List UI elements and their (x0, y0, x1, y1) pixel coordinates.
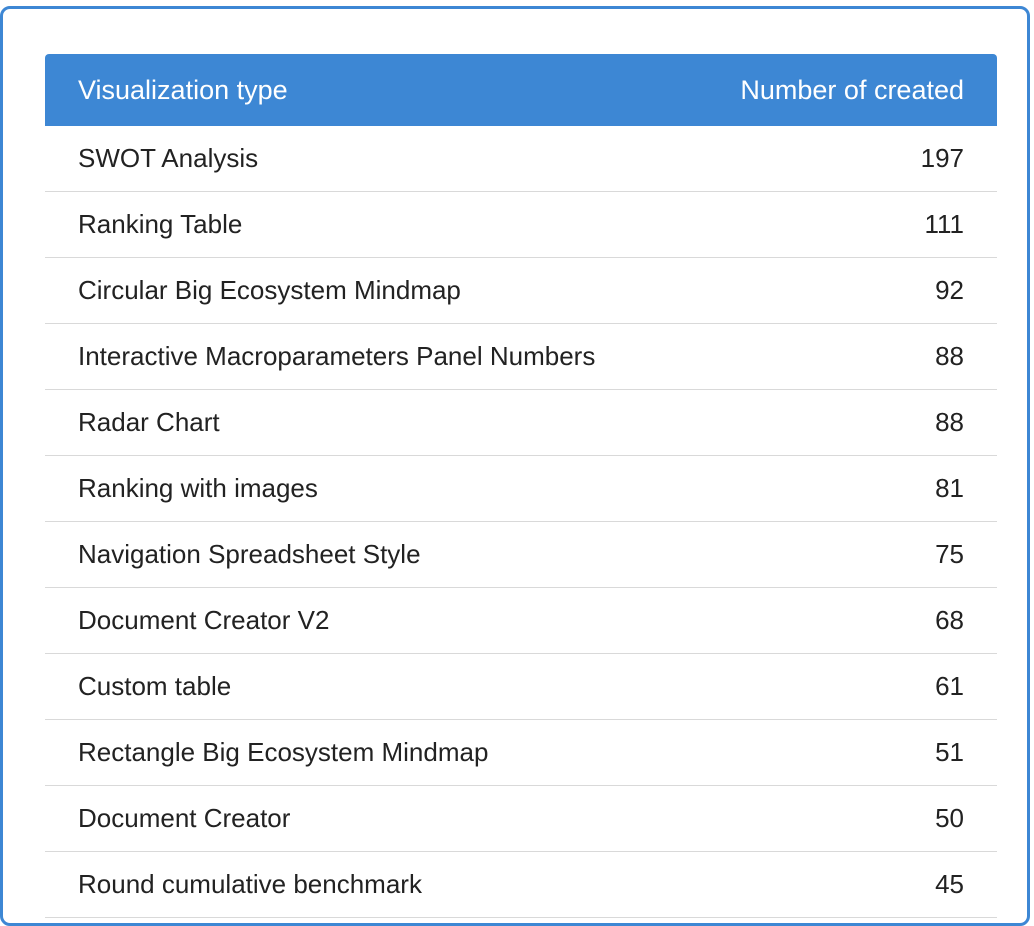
table-row: Ranking Table 111 (45, 192, 997, 258)
table-row: Document Creator 50 (45, 786, 997, 852)
table-row: Navigation Spreadsheet Style 75 (45, 522, 997, 588)
table-row: Circular Big Ecosystem Mindmap 92 (45, 258, 997, 324)
cell-visualization-type: Document Creator V2 (78, 605, 330, 635)
cell-number-of-created: 50 (935, 803, 964, 833)
visualization-count-table: Visualization type Number of created SWO… (45, 54, 997, 918)
cell-number-of-created: 75 (935, 539, 964, 569)
cell-visualization-type: Ranking Table (78, 209, 243, 239)
cell-visualization-type: Circular Big Ecosystem Mindmap (78, 275, 461, 305)
cell-visualization-type: SWOT Analysis (78, 143, 259, 173)
header-number-of-created: Number of created (740, 74, 964, 105)
cell-visualization-type: Navigation Spreadsheet Style (78, 539, 421, 569)
cell-visualization-type: Round cumulative benchmark (78, 869, 422, 899)
visualizations-panel: Visualization type Number of created SWO… (0, 6, 1030, 926)
cell-number-of-created: 68 (935, 605, 964, 635)
cell-number-of-created: 197 (920, 143, 964, 173)
cell-visualization-type: Radar Chart (78, 407, 220, 437)
cell-number-of-created: 88 (935, 407, 964, 437)
cell-visualization-type: Ranking with images (78, 473, 318, 503)
cell-number-of-created: 92 (935, 275, 964, 305)
cell-number-of-created: 81 (935, 473, 964, 503)
cell-number-of-created: 51 (935, 737, 964, 767)
table-header: Visualization type Number of created (45, 54, 997, 126)
table-row: Radar Chart 88 (45, 390, 997, 456)
cell-number-of-created: 111 (924, 209, 964, 239)
cell-visualization-type: Rectangle Big Ecosystem Mindmap (78, 737, 489, 767)
table-row: Round cumulative benchmark 45 (45, 852, 997, 918)
cell-number-of-created: 88 (935, 341, 964, 371)
table-row: Document Creator V2 68 (45, 588, 997, 654)
cell-number-of-created: 45 (935, 869, 964, 899)
table-row: SWOT Analysis 197 (45, 126, 997, 192)
table-row: Ranking with images 81 (45, 456, 997, 522)
cell-visualization-type: Custom table (78, 671, 232, 701)
table-row: Interactive Macroparameters Panel Number… (45, 324, 997, 390)
cell-visualization-type: Interactive Macroparameters Panel Number… (78, 341, 596, 371)
table-row: Rectangle Big Ecosystem Mindmap 51 (45, 720, 997, 786)
cell-visualization-type: Document Creator (78, 803, 291, 833)
header-visualization-type: Visualization type (78, 74, 288, 105)
cell-number-of-created: 61 (935, 671, 964, 701)
table-row: Custom table 61 (45, 654, 997, 720)
table-body: SWOT Analysis 197 Ranking Table 111 Circular… (45, 126, 997, 918)
